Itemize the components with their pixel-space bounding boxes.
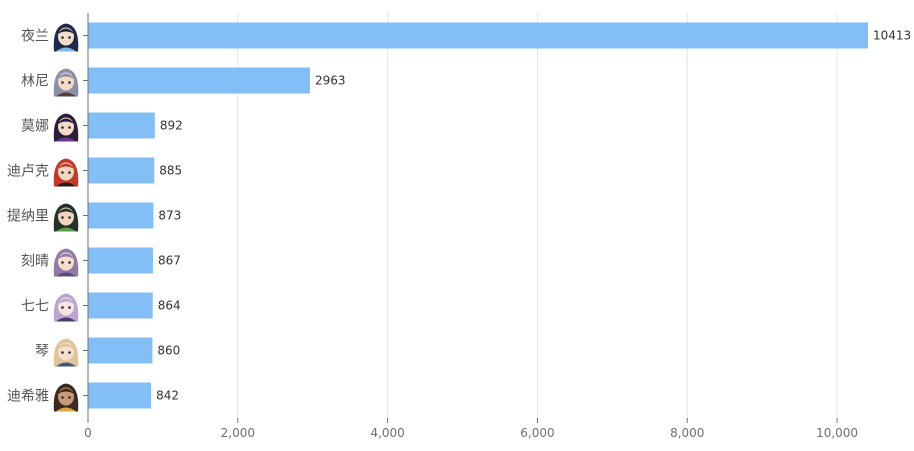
- bar-value-label: 842: [156, 389, 179, 403]
- bars: 10413 2963 892 885 873 867 864 860 842: [88, 22, 911, 409]
- tighnari-avatar-icon: [53, 203, 79, 232]
- grid-lines: [237, 13, 838, 418]
- category-label: 迪卢克: [7, 164, 49, 180]
- category-label: 莫娜: [21, 119, 49, 135]
- category-label: 迪希雅: [7, 389, 49, 405]
- dehya-avatar-icon: [53, 383, 79, 412]
- bar[interactable]: [88, 382, 152, 409]
- bar-value-label: 867: [158, 254, 181, 268]
- bar-value-label: 885: [159, 164, 182, 178]
- x-tick-label: 8,000: [670, 426, 704, 440]
- x-tick-label: 10,000: [816, 426, 858, 440]
- qiqi-avatar-icon: [53, 293, 79, 322]
- x-tick-label: 6,000: [520, 426, 554, 440]
- bar[interactable]: [88, 157, 155, 184]
- x-tick-label: 2,000: [221, 426, 255, 440]
- category-label: 琴: [35, 344, 49, 360]
- jean-avatar-icon: [53, 338, 79, 367]
- x-tick-label: 4,000: [370, 426, 404, 440]
- yelan-avatar-icon: [53, 23, 79, 52]
- bar-value-label: 860: [157, 344, 180, 358]
- diluc-avatar-icon: [53, 158, 79, 187]
- x-tick-label: 0: [84, 426, 92, 440]
- bar-value-label: 864: [158, 299, 181, 313]
- bar[interactable]: [88, 292, 153, 319]
- bar[interactable]: [88, 337, 153, 364]
- category-label: 刻晴: [21, 254, 49, 270]
- bar-value-label: 10413: [873, 29, 911, 43]
- category-label: 林尼: [21, 74, 49, 90]
- category-avatars: [53, 23, 79, 412]
- lyney-avatar-icon: [53, 68, 79, 97]
- bar[interactable]: [88, 67, 310, 94]
- bar-value-label: 2963: [315, 74, 346, 88]
- bar[interactable]: [88, 202, 154, 229]
- bar[interactable]: [88, 112, 155, 139]
- bar-value-label: 892: [160, 119, 183, 133]
- category-label: 七七: [21, 299, 49, 315]
- bar-value-label: 873: [158, 209, 181, 223]
- category-label: 夜兰: [21, 29, 49, 45]
- bar[interactable]: [88, 22, 868, 49]
- mona-avatar-icon: [53, 113, 79, 142]
- keqing-avatar-icon: [53, 248, 79, 277]
- category-label: 提纳里: [7, 209, 49, 225]
- bar[interactable]: [88, 247, 153, 274]
- axes: 0 2,000 4,000 6,000 8,000 10,000 夜兰林尼莫娜迪卢克提纳里刻…: [7, 13, 858, 440]
